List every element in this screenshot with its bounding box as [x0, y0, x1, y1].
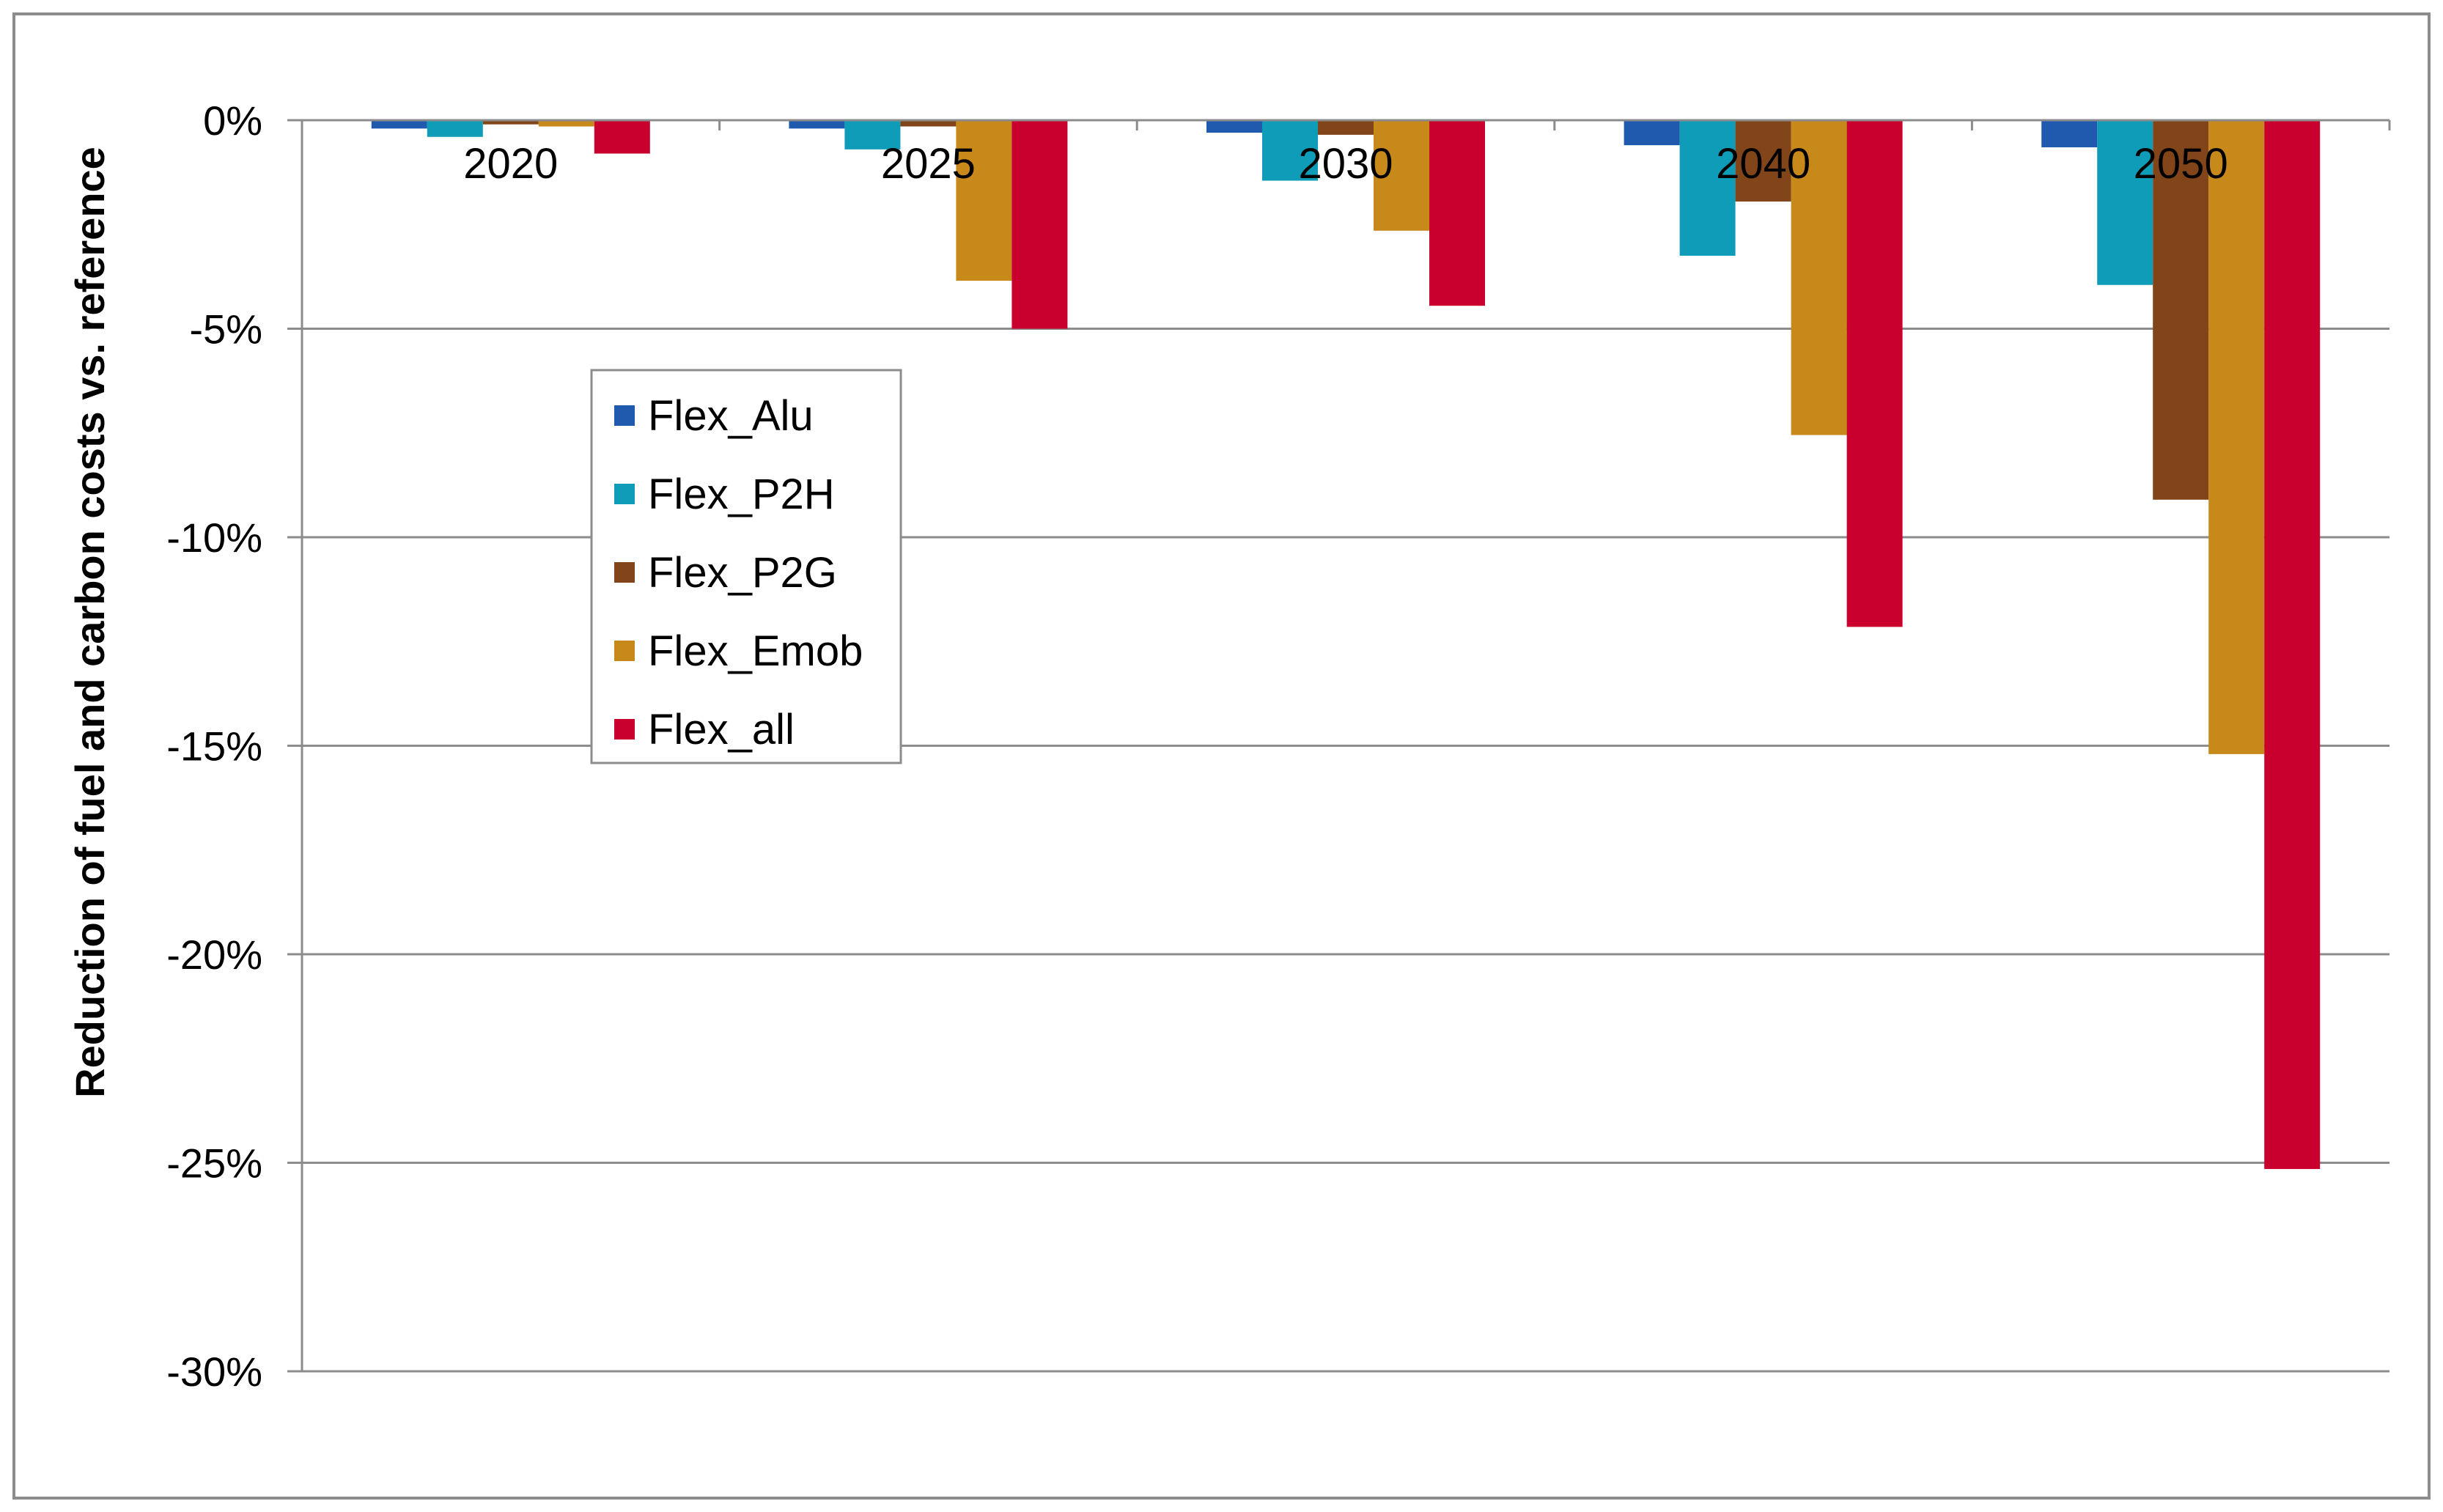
x-category-label: 2050 [2134, 140, 2228, 188]
x-category-label: 2025 [881, 140, 976, 188]
y-tick-label: -20% [166, 932, 262, 978]
bar [2208, 120, 2265, 754]
legend-label: Flex_P2G [648, 549, 837, 597]
legend-swatch [614, 562, 635, 583]
y-tick-label: -15% [166, 723, 262, 770]
axes [287, 119, 2391, 1373]
bar-series-group [371, 120, 2321, 1170]
bar [1012, 120, 1068, 329]
bar [900, 120, 957, 127]
legend-swatch [614, 719, 635, 740]
bar [538, 120, 594, 127]
y-tick-label: -30% [166, 1349, 262, 1395]
category-labels: 2020 2025 2030 2040 2050 [463, 140, 2228, 188]
bar [1624, 120, 1680, 146]
legend-label: Flex_Emob [648, 627, 863, 675]
legend-swatch [614, 405, 635, 426]
x-category-label: 2030 [1298, 140, 1393, 188]
bar [1679, 120, 1736, 256]
bar [482, 120, 539, 125]
legend-label: Flex_Alu [648, 392, 814, 440]
bar [1374, 120, 1429, 231]
y-tick-label: 0% [203, 97, 262, 144]
y-axis-title: Reduction of fuel and carbon costs vs. r… [67, 147, 113, 1098]
legend-swatch [614, 484, 635, 504]
y-tick-label: -10% [166, 515, 262, 561]
bar [371, 120, 427, 129]
bar [2264, 120, 2321, 1170]
bar [427, 120, 483, 137]
chart-frame [12, 12, 2431, 1500]
bar [1206, 120, 1262, 133]
bar [1735, 120, 1791, 202]
bar [844, 120, 901, 150]
x-category-label: 2020 [463, 140, 558, 188]
bar [594, 120, 650, 154]
bar [956, 120, 1012, 281]
bar [1318, 120, 1374, 135]
y-tick-label: -25% [166, 1140, 262, 1187]
legend-box [590, 369, 902, 764]
bar [1791, 120, 1847, 435]
legend-label: Flex_all [648, 706, 795, 753]
y-tick-label: -5% [189, 306, 262, 353]
x-category-label: 2040 [1716, 140, 1810, 188]
bar [1846, 120, 1903, 627]
bar [1262, 120, 1318, 181]
bar [2097, 120, 2153, 285]
bar [2041, 120, 2098, 147]
y-tick-labels: 0% -5% -10% -15% -20% -25% -30% [166, 97, 262, 1395]
bar [2153, 120, 2209, 500]
legend: Flex_Alu Flex_P2H Flex_P2G Flex_Emob Flex_al… [590, 369, 902, 764]
bar [1429, 120, 1485, 306]
bar [789, 120, 845, 129]
legend-swatch [614, 641, 635, 661]
legend-label: Flex_P2H [648, 471, 835, 518]
